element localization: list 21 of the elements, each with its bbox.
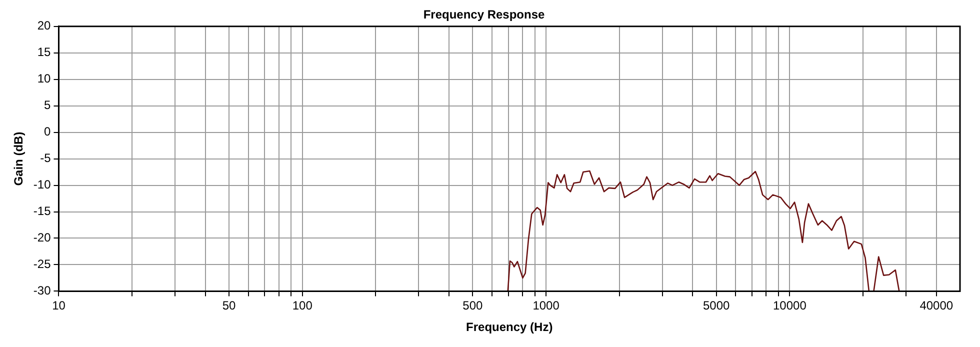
y-tick-label: 10 — [37, 72, 52, 86]
x-tick-label: 5000 — [703, 298, 730, 313]
y-axis-title: Gain (dB) — [12, 132, 26, 186]
x-tick-label: 1000 — [532, 298, 560, 313]
x-axis-title: Frequency (Hz) — [466, 320, 553, 334]
x-tick-label: 100 — [292, 298, 313, 313]
y-tick-label: 15 — [37, 45, 52, 60]
y-tick-label: -15 — [33, 204, 52, 218]
y-tick-label: -20 — [33, 230, 52, 245]
y-tick-label: 0 — [44, 124, 52, 139]
x-tick-label: 40000 — [920, 298, 954, 313]
y-tick-label: -5 — [40, 151, 52, 166]
x-tick-label: 10000 — [773, 298, 807, 313]
chart-title: Frequency Response — [423, 8, 546, 22]
x-tick-label: 50 — [222, 298, 236, 313]
y-tick-label: -30 — [33, 284, 52, 298]
y-tick-label: -10 — [33, 178, 52, 192]
y-tick-label: 5 — [44, 98, 52, 112]
y-tick-label: -25 — [33, 257, 52, 272]
x-tick-label: 500 — [462, 298, 484, 313]
y-tick-label: 20 — [37, 18, 52, 33]
